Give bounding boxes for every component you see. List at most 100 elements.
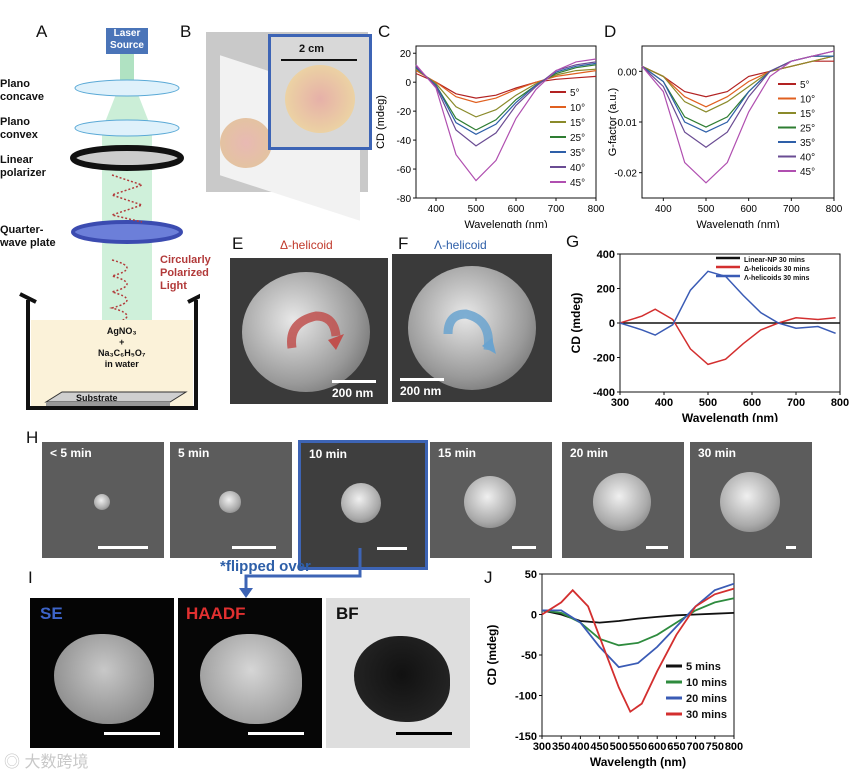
tem-haadf-scalebar [248, 732, 304, 735]
y-tick-label: -80 [397, 194, 412, 205]
tem-haadf: HAADF [178, 598, 322, 748]
quarter-wave-plate [71, 220, 183, 244]
series-line [541, 597, 735, 647]
legend-label: 45° [570, 178, 585, 189]
legend-label: 25° [570, 133, 585, 144]
series-line [415, 61, 597, 147]
series-line [641, 55, 835, 113]
y-tick-label: 50 [525, 569, 537, 581]
chart-g: 300 400 500 600 700 800 400 200 0 -200 -400 Wavelen… [569, 249, 849, 425]
y-tick-label: 0 [405, 78, 411, 89]
x-tick-label: 800 [588, 204, 605, 215]
particle [463, 475, 517, 529]
panel-f: F Λ-helicoid 200 nm [390, 228, 560, 406]
linear-polarizer-label: Linear polarizer [0, 154, 46, 179]
quarter-wave-label: Quarter- wave plate [0, 224, 56, 249]
series-line [641, 60, 834, 98]
panel-label-a: A [36, 22, 48, 41]
panel-label-j: J [484, 568, 493, 587]
timeline-frame: 30 min [690, 442, 812, 558]
panel-label-b: B [180, 22, 192, 41]
series-line [415, 68, 597, 118]
frame-scalebar [232, 546, 276, 549]
y-tick-label: -0.01 [614, 118, 637, 129]
frame-time-label: 5 min [178, 446, 210, 460]
tem-bf: BF [326, 598, 470, 748]
legend-label: 5 mins [686, 661, 721, 673]
y-axis-label: CD (mdeg) [569, 293, 583, 354]
frame-time-label: 10 min [309, 447, 348, 461]
sem-e-scalebar [332, 380, 376, 383]
particle [720, 472, 780, 532]
y-axis-label: G-factor (a.u.) [607, 88, 619, 156]
legend-label: 30 mins [686, 709, 727, 721]
x-axis-label: Wavelength (nm) [590, 755, 686, 769]
plano-convex-lens [74, 119, 180, 137]
y-tick-label: 200 [597, 284, 615, 296]
x-tick-label: 550 [629, 741, 647, 753]
legend-label: 20 mins [686, 693, 727, 705]
timeline-frame: 5 min [170, 442, 292, 558]
flipped-label: *flipped over [220, 558, 311, 575]
frame-time-label: 30 min [698, 446, 737, 460]
zoom-inset: 2 cm [268, 34, 372, 150]
timeline-frame: 15 min [430, 442, 552, 558]
sem-f-particle [408, 266, 536, 390]
series-line [415, 64, 597, 131]
chart-j: 300 350 400 450 500 550 600 650 700 750 800500-50-… [485, 569, 743, 769]
legend-label: Δ-helicoids 30 mins [744, 266, 810, 273]
panel-label-d: D [604, 22, 617, 41]
plano-concave-label: Plano concave [0, 78, 45, 103]
legend-label: 25° [800, 124, 815, 135]
y-tick-label: -400 [593, 387, 615, 399]
laser-label: Laser Source [110, 28, 144, 51]
series-line [415, 72, 597, 99]
tem-haadf-label: HAADF [186, 604, 246, 623]
y-tick-label: -50 [521, 650, 537, 662]
tem-se-particle [54, 634, 154, 724]
x-tick-label: 750 [706, 741, 724, 753]
photo-film [220, 118, 272, 168]
frame-scalebar [646, 546, 668, 549]
plot-frame [415, 45, 597, 199]
setup-schematic [19, 28, 200, 410]
tem-bf-label: BF [336, 604, 359, 623]
x-tick-label: 400 [571, 741, 589, 753]
series-line [542, 582, 735, 669]
linear-polarizer [70, 145, 184, 171]
legend-label: 10° [800, 95, 815, 106]
sem-f-image: 200 nm [392, 254, 552, 402]
panel-g: G 300 400 500 600 700 800 400 200 0 -200 -400 Wavel… [566, 232, 860, 425]
tem-se: SE [30, 598, 174, 748]
frame-scalebar [98, 546, 148, 549]
tem-se-label: SE [40, 604, 63, 623]
x-tick-label: 700 [787, 397, 805, 409]
watermark-logo-icon: ◎ [4, 754, 21, 771]
tem-se-scalebar [104, 732, 160, 735]
zoom-film [285, 65, 355, 133]
circular-light-label: Circularly Polarized Light [160, 254, 211, 292]
x-tick-label: 500 [698, 204, 715, 215]
legend-label: 35° [570, 148, 585, 159]
x-tick-label: 500 [699, 397, 717, 409]
tem-bf-scalebar [396, 732, 452, 735]
photo-scale-label: 2 cm [299, 43, 325, 55]
panel-label-i: I [28, 568, 33, 587]
y-tick-label: 0 [609, 318, 615, 330]
series-line [415, 62, 597, 135]
x-tick-label: 700 [686, 741, 704, 753]
x-tick-label: 300 [533, 741, 551, 753]
y-tick-label: -0.02 [614, 169, 637, 180]
sem-e-scale-label: 200 nm [332, 386, 374, 400]
frame-scalebar [377, 547, 407, 550]
particle [593, 473, 651, 531]
legend-label: 45° [800, 167, 815, 178]
y-tick-label: -60 [397, 165, 412, 176]
panel-a: A Laser Source Plano concave Plano conve… [0, 0, 211, 420]
sem-e-title: Δ-helicoid [280, 238, 333, 252]
panel-c: C 400 500 600 700 800 20 0 -20 -40 -60 -80 Waveleng… [370, 18, 610, 231]
series-line [641, 50, 835, 184]
legend-label: 40° [570, 163, 585, 174]
frame-time-label: 20 min [570, 446, 609, 460]
legend-label: 10° [570, 103, 585, 114]
